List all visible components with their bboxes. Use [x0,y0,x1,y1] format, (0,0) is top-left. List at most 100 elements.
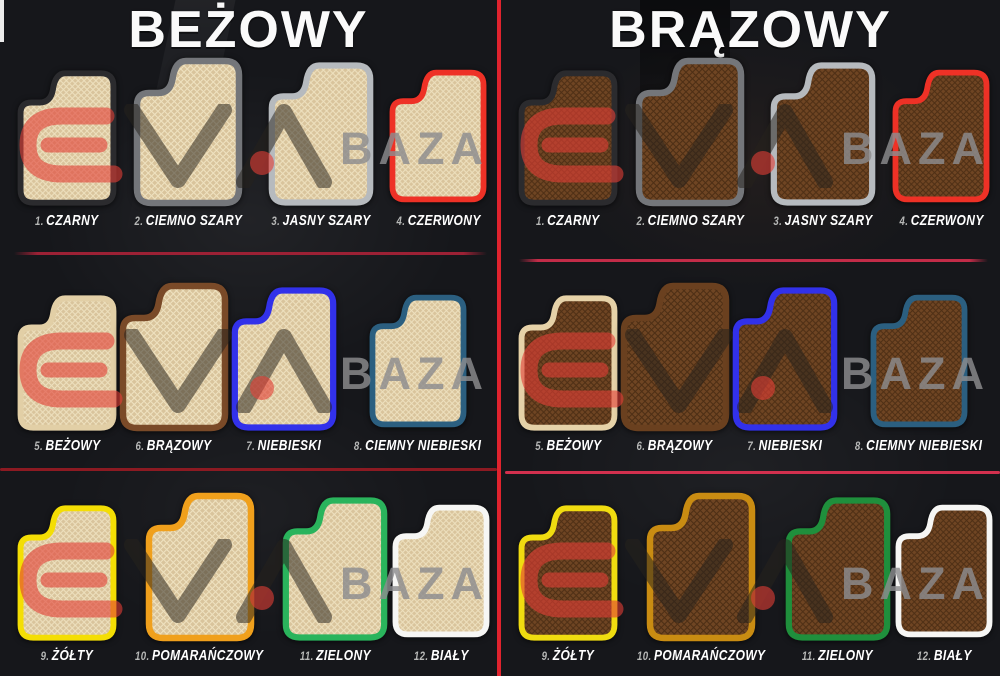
mat-swatch-jasny-szary [770,62,876,206]
mat-swatch-pomarańczowy [145,492,254,642]
color-label: 2. CIEMNO SZARY [636,211,744,230]
mat-swatch-brązowy [620,282,730,432]
mat-grid: BAZA 1. CZARNY 2. CIEMNO SZARY 3. JASNY SZARY 4… [501,57,1000,665]
color-option: 6. BRĄZOWY [118,281,230,455]
color-number: 11. [802,649,817,663]
color-name: NIEBIESKI [758,437,823,454]
color-label: 6. BRĄZOWY [136,436,212,455]
mat-grid: BAZA 1. CZARNY 2. CIEMNO SZARY 3. JASNY SZARY 4… [0,56,497,665]
color-option: 3. JASNY SZARY [761,60,885,230]
mat-swatch-brązowy [119,282,229,432]
mat-row: BAZA 9. ŻÓŁTY 10. POMARAŃCZOWY 11. ZIELONY 12. B… [0,491,497,665]
color-number: 9. [541,649,551,663]
color-name: JASNY SZARY [282,212,371,229]
color-option: 6. BRĄZOWY [619,281,731,455]
color-name: BIAŁY [933,647,972,664]
color-name: CZERWONY [910,212,984,229]
color-label: 7. NIEBIESKI [247,436,322,455]
mat-swatch-zielony [283,497,388,641]
color-label: 7. NIEBIESKI [748,436,823,455]
color-number: 7. [747,439,757,453]
color-option: 7. NIEBIESKI [731,285,839,455]
row-divider-line [519,259,988,262]
color-name: POMARAŃCZOWY [152,647,264,664]
mat-swatch-żółty [518,505,618,641]
color-option: 8. CIEMNY NIEBIESKI [338,289,497,455]
color-name: NIEBIESKI [257,437,322,454]
color-number: 1. [35,214,44,228]
color-option: 10. POMARAŃCZOWY [119,491,280,665]
color-label: 1. CZARNY [35,211,99,230]
color-option: 7. NIEBIESKI [230,285,338,455]
color-option: 2. CIEMNO SZARY [121,56,256,230]
color-number: 12. [916,649,932,663]
mat-row: BAZA 5. BEŻOWY 6. BRĄZOWY 7. NIEBIESKI 8. CIEMNY… [0,281,497,455]
row-divider-line [0,468,497,471]
color-label: 5. BEŻOWY [34,436,100,455]
color-label: 6. BRĄZOWY [637,436,713,455]
color-option: 12. BIAŁY [391,499,491,665]
mat-row: BAZA 5. BEŻOWY 6. BRĄZOWY 7. NIEBIESKI 8. CIEMNY… [501,281,1000,455]
color-label: 10. POMARAŃCZOWY [136,646,264,665]
mat-swatch-czerwony [892,69,990,203]
color-number: 6. [636,439,646,453]
color-option: 5. BEŻOWY [16,293,118,455]
color-name: CIEMNO SZARY [145,212,243,229]
color-number: 7. [246,439,256,453]
color-option: 9. ŻÓŁTY [517,503,619,665]
color-label: 11. ZIELONY [300,646,371,665]
mat-row: BAZA 1. CZARNY 2. CIEMNO SZARY 3. JASNY SZARY 4… [501,57,1000,230]
color-name: BRĄZOWY [147,437,212,454]
color-number: 6. [135,439,145,453]
left-edge-mark [0,0,4,42]
mat-swatch-czarny [518,70,618,206]
color-number: 9. [40,649,50,663]
color-label: 2. CIEMNO SZARY [134,211,242,230]
color-label: 5. BEŻOWY [535,436,601,455]
color-label: 8. CIEMNY NIEBIESKI [855,436,982,455]
color-number: 2. [134,214,144,228]
color-number: 4. [396,214,406,228]
color-number: 5. [534,439,544,453]
color-label: 12. BIAŁY [413,646,468,665]
color-option: 11. ZIELONY [281,495,389,665]
color-label: 12. BIAŁY [917,646,972,665]
color-name: CZARNY [547,212,600,229]
color-name: ZIELONY [316,647,372,664]
color-label: 1. CZARNY [536,211,600,230]
mat-swatch-pomarańczowy [647,492,756,642]
color-label: 9. ŻÓŁTY [542,646,595,665]
color-name: ŻÓŁTY [51,647,94,664]
color-option: 11. ZIELONY [784,495,892,665]
color-label: 3. JASNY SZARY [271,211,370,230]
color-option: 1. CZARNY [517,68,619,230]
mat-row: BAZA 1. CZARNY 2. CIEMNO SZARY 3. JASNY SZARY 4… [0,56,497,230]
color-number: 2. [636,214,645,228]
color-number: 10. [135,649,151,663]
color-name: CZERWONY [407,212,481,229]
color-label: 4. CZERWONY [396,211,480,230]
color-label: 11. ZIELONY [802,646,873,665]
color-name: CIEMNY NIEBIESKI [866,437,983,454]
color-number: 8. [854,439,864,453]
mat-swatch-ciemno-szary [134,57,243,207]
color-option: 12. BIAŁY [894,499,994,665]
color-name: JASNY SZARY [784,212,873,229]
row-divider-line [14,252,487,255]
color-name: POMARAŃCZOWY [654,647,766,664]
mat-swatch-żółty [17,505,117,641]
color-number: 3. [773,214,783,228]
color-name: ZIELONY [818,647,874,664]
color-option: 4. CZERWONY [889,64,994,230]
color-option: 1. CZARNY [16,68,118,230]
mat-swatch-beżowy [518,295,618,431]
panel-divider-line [497,0,501,676]
panel-bezowy: BEŻOWY BAZA 1. CZARNY 2. CIEMNO SZARY 3. JASNY… [0,0,497,676]
color-label: 9. ŻÓŁTY [41,646,94,665]
row-divider-line [505,471,1000,474]
color-name: ŻÓŁTY [552,647,595,664]
color-number: 11. [299,649,314,663]
color-number: 1. [536,214,545,228]
color-option: 3. JASNY SZARY [259,60,383,230]
